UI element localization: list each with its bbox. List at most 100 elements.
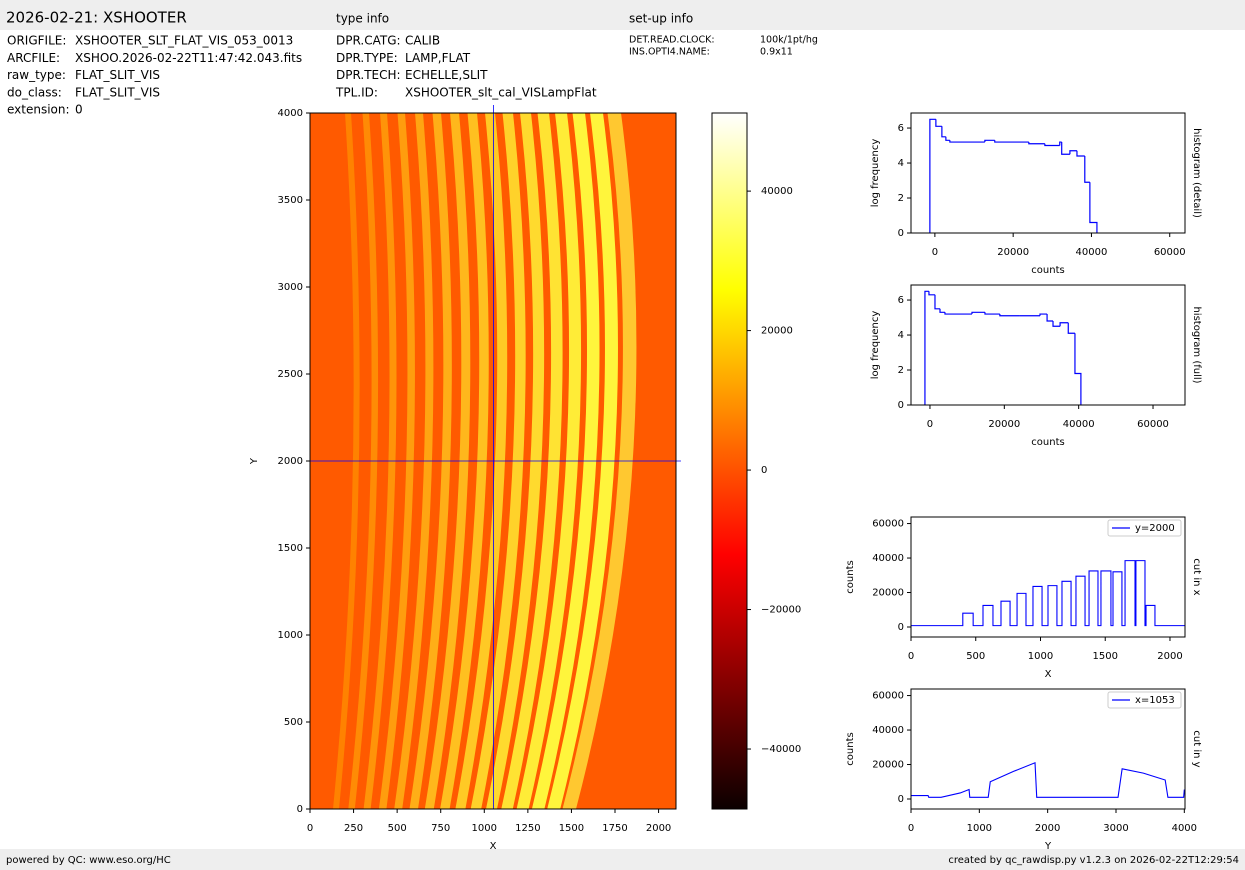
- y-tick-label: 20000: [872, 760, 904, 771]
- y-tick-label: 4: [898, 158, 904, 169]
- footer-right: created by qc_rawdisp.py v1.2.3 on 2026-…: [948, 855, 1239, 866]
- y-axis-label: counts: [845, 732, 856, 765]
- histogram-step: [994, 140, 1029, 143]
- info-label: DET.READ.CLOCK:: [629, 35, 715, 46]
- histogram-step: [949, 140, 985, 143]
- colorbar-tick-label: −40000: [761, 744, 801, 755]
- panel-title: cut in x: [1191, 558, 1202, 595]
- histogram-step: [1061, 142, 1070, 155]
- info-label: DPR.CATG:: [336, 34, 401, 48]
- x-tick-label: 0: [908, 823, 914, 834]
- x-axis-label: Y: [1044, 841, 1052, 852]
- panel-title: cut in y: [1191, 730, 1202, 767]
- x-tick-label: 40000: [1063, 419, 1095, 430]
- x-tick-label: 20000: [988, 419, 1020, 430]
- histogram-step: [928, 291, 935, 296]
- info-label: ARCFILE:: [7, 51, 60, 65]
- y-tick-label: 1000: [278, 630, 303, 641]
- y-axis-label: log frequency: [870, 311, 881, 380]
- histogram-step: [1067, 322, 1075, 334]
- histogram-step: [929, 118, 936, 233]
- x-tick-label: 1000: [967, 823, 992, 834]
- axes-frame: [910, 688, 1186, 810]
- profile-line: [911, 761, 1185, 798]
- histogram-step: [1076, 150, 1085, 157]
- header-band: [0, 0, 1245, 30]
- info-label: extension:: [7, 103, 70, 117]
- info-value: ECHELLE,SLIT: [405, 68, 488, 82]
- x-tick-label: 4000: [1172, 823, 1197, 834]
- legend-label: x=1053: [1135, 695, 1175, 706]
- histogram-step: [1046, 314, 1054, 322]
- order-stripe: [333, 113, 360, 809]
- colorbar-tick-label: −20000: [761, 605, 801, 616]
- x-tick-label: 1250: [515, 823, 540, 834]
- x-axis-label: counts: [1031, 265, 1064, 276]
- info-value: LAMP,FLAT: [405, 51, 471, 65]
- histogram-step: [1084, 156, 1090, 183]
- y-tick-label: 2: [898, 365, 904, 376]
- y-tick-label: 0: [297, 804, 303, 815]
- y-tick-label: 2500: [278, 369, 303, 380]
- y-axis-label: counts: [845, 560, 856, 593]
- info-label: DPR.TYPE:: [336, 51, 398, 65]
- info-label: raw_type:: [7, 68, 66, 82]
- panel-title: histogram (full): [1191, 306, 1202, 383]
- histogram-step: [924, 290, 929, 405]
- y-tick-label: 60000: [872, 691, 904, 702]
- y-tick-label: 6: [898, 123, 904, 134]
- histogram-step: [944, 312, 972, 315]
- x-tick-label: 40000: [1076, 247, 1108, 258]
- y-tick-label: 3000: [278, 282, 303, 293]
- x-tick-label: 2000: [646, 823, 671, 834]
- x-tick-label: 250: [344, 823, 363, 834]
- info-value: CALIB: [405, 34, 440, 48]
- info-label: TPL.ID:: [335, 85, 378, 99]
- x-tick-label: 500: [966, 651, 985, 662]
- y-tick-label: 4000: [278, 108, 303, 119]
- histogram-step: [1028, 142, 1045, 145]
- x-tick-label: 500: [388, 823, 407, 834]
- x-tick-label: 1000: [1028, 651, 1053, 662]
- x-tick-label: 20000: [997, 247, 1029, 258]
- y-axis-label: log frequency: [870, 139, 881, 208]
- profile-line: [911, 560, 1185, 627]
- panel-title: histogram (detail): [1191, 128, 1202, 218]
- x-tick-label: 2000: [1157, 651, 1182, 662]
- info-value: XSHOOTER_SLT_FLAT_VIS_053_0013: [75, 34, 293, 48]
- histogram-step: [1074, 333, 1082, 405]
- x-tick-label: 0: [927, 419, 933, 430]
- legend-box: [1107, 691, 1182, 709]
- histogram-step: [971, 311, 985, 315]
- y-tick-label: 3500: [278, 195, 303, 206]
- legend-label: y=2000: [1135, 523, 1175, 534]
- x-tick-label: 1000: [472, 823, 497, 834]
- y-tick-label: 2: [898, 193, 904, 204]
- histogram-step: [999, 314, 1020, 317]
- colorbar-frame: [711, 112, 748, 810]
- x-axis-label: X: [1045, 669, 1052, 680]
- x-axis-label: X: [490, 841, 497, 852]
- info-value: 0: [75, 103, 83, 117]
- type-info-heading: type info: [336, 12, 389, 26]
- y-tick-label: 4: [898, 330, 904, 341]
- y-axis-label: Y: [249, 457, 260, 465]
- order-stripe: [348, 113, 379, 809]
- y-tick-label: 2000: [278, 456, 303, 467]
- image-frame: [309, 112, 677, 810]
- histogram-step: [1039, 313, 1048, 316]
- x-tick-label: 1500: [1093, 651, 1118, 662]
- legend-box: [1107, 519, 1182, 537]
- colorbar: [712, 113, 747, 809]
- x-tick-label: 60000: [1154, 247, 1186, 258]
- histogram-step: [1052, 321, 1061, 327]
- y-tick-label: 500: [284, 717, 303, 728]
- histogram-step: [1069, 150, 1077, 155]
- x-tick-label: 1750: [602, 823, 627, 834]
- info-label: do_class:: [7, 85, 62, 99]
- x-tick-label: 0: [307, 823, 313, 834]
- x-axis-label: counts: [1031, 437, 1064, 448]
- histogram-step: [939, 308, 945, 313]
